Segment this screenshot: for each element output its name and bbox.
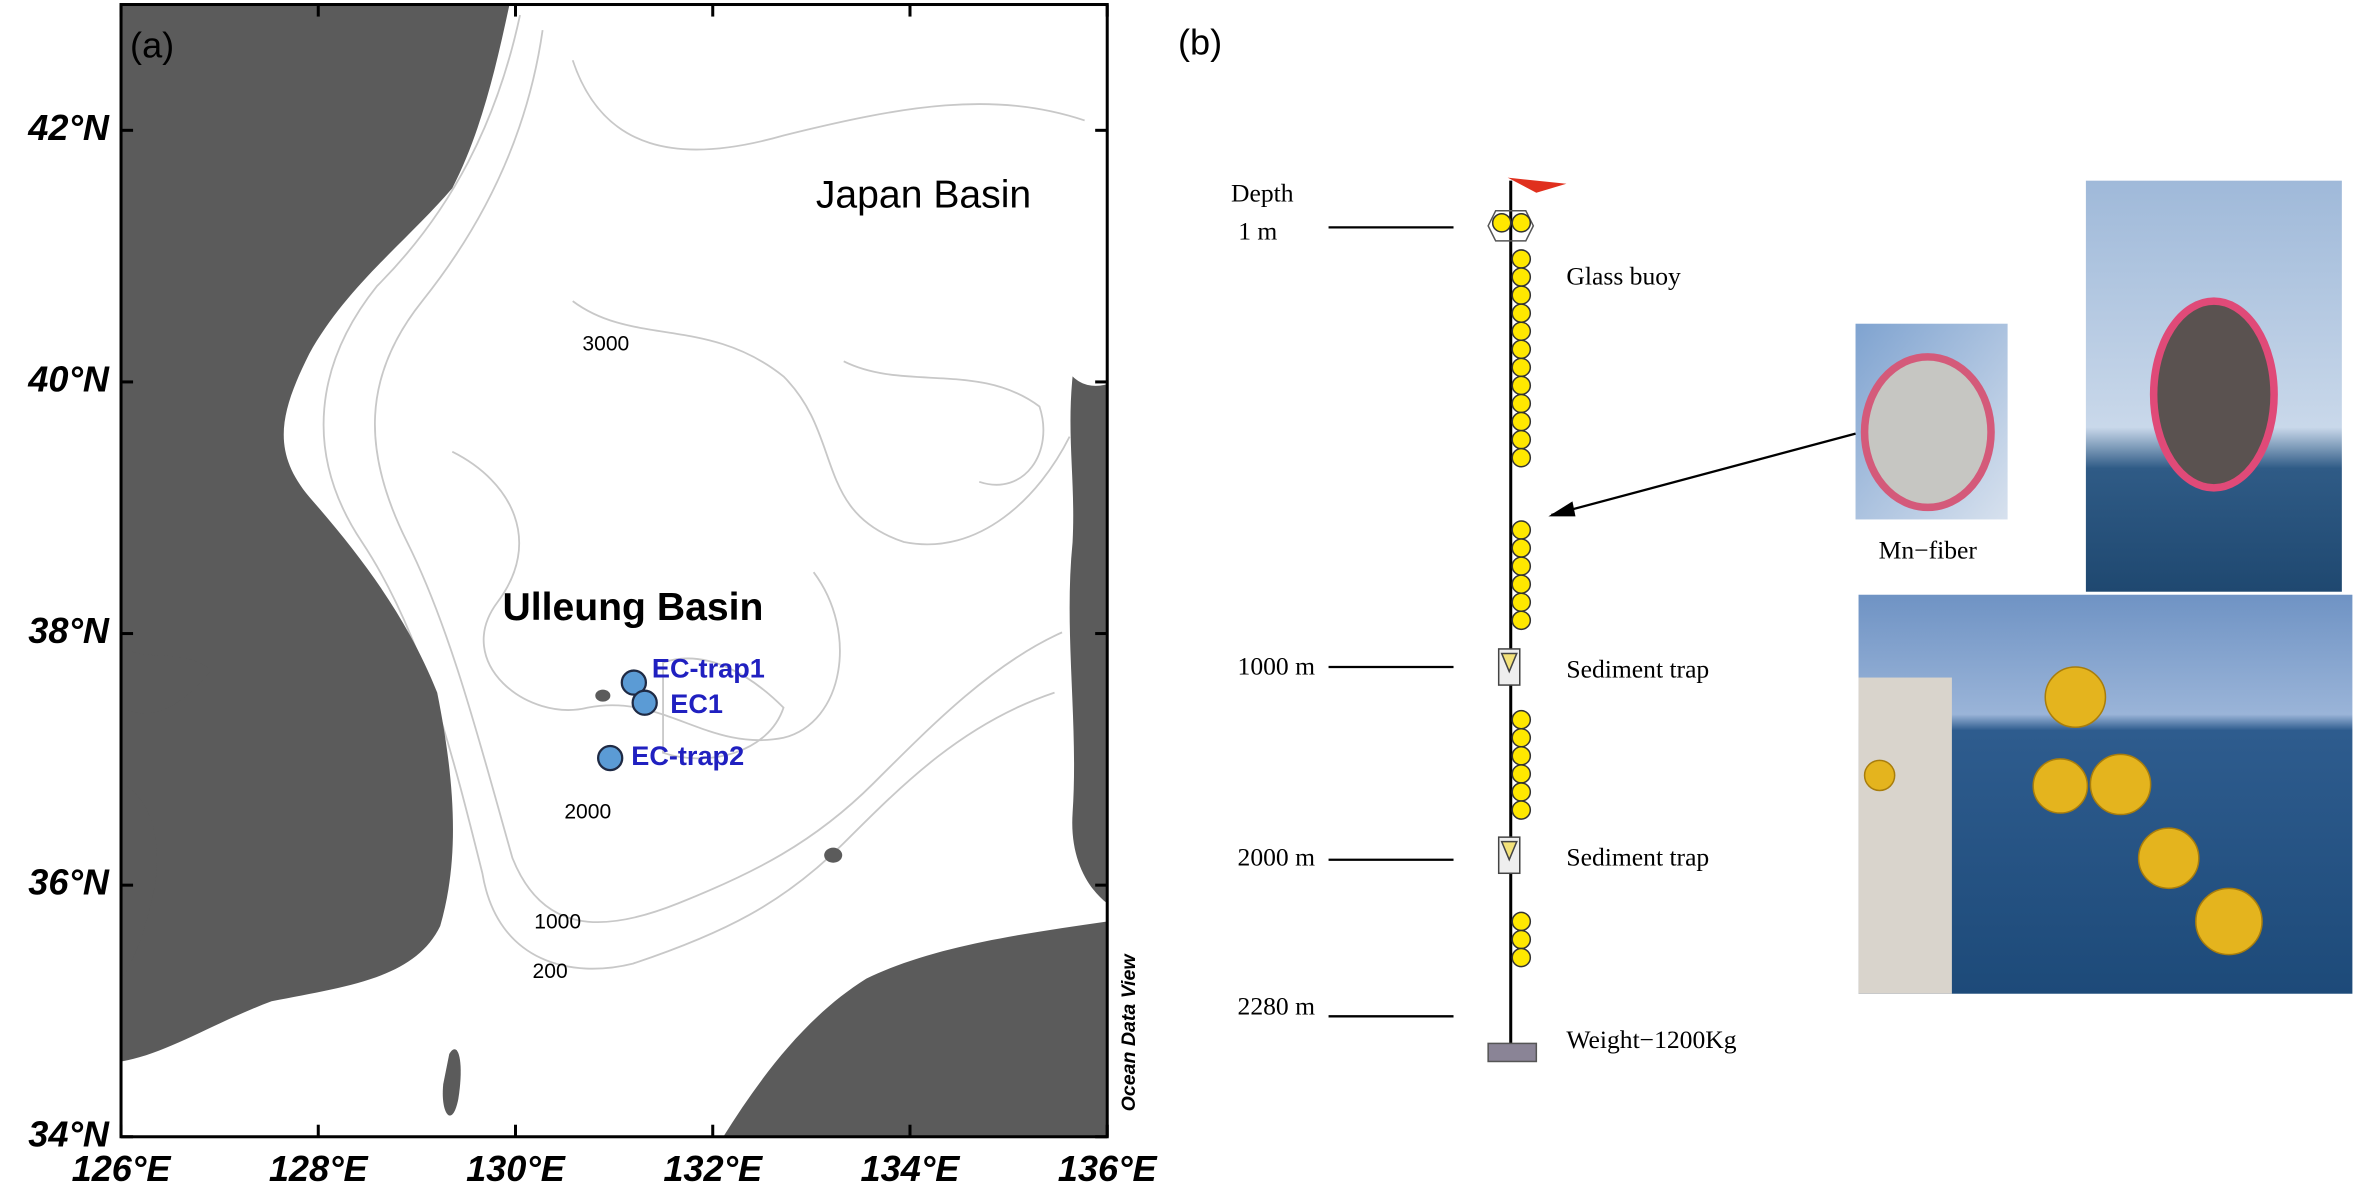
flag bbox=[1507, 177, 1567, 193]
x-tick-label: 128°E bbox=[269, 1148, 369, 1189]
arrowhead bbox=[1548, 501, 1576, 517]
buoy bbox=[1511, 538, 1532, 558]
sediment-traps bbox=[1497, 648, 1521, 875]
x-tick-label: 136°E bbox=[1058, 1148, 1158, 1189]
depth-lines bbox=[1328, 226, 1454, 1018]
x-tick-label: 130°E bbox=[466, 1148, 566, 1189]
x-tick-label: 132°E bbox=[663, 1148, 763, 1189]
y-tick-label: 34°N bbox=[28, 1113, 110, 1154]
buoy bbox=[1511, 285, 1532, 305]
buoy bbox=[1511, 709, 1532, 730]
buoy bbox=[1511, 947, 1532, 968]
mooring-diagram: (b) Depth 1 m 1000 m 2000 m 2280 m Glass… bbox=[1178, 22, 2353, 1063]
contour-label: 1000 bbox=[534, 911, 581, 934]
map-frame bbox=[119, 3, 1109, 1139]
weight bbox=[1487, 1042, 1538, 1063]
component-label: Sediment trap bbox=[1566, 843, 1709, 872]
buoy bbox=[1511, 429, 1532, 450]
y-tick-label: 36°N bbox=[28, 862, 110, 903]
station-label: EC-trap1 bbox=[652, 653, 765, 684]
buoy bbox=[1511, 746, 1532, 766]
top-float-frame bbox=[1487, 210, 1535, 242]
buoy bbox=[1511, 764, 1532, 784]
photo-caption: Mn−fiber bbox=[1879, 535, 1978, 564]
buoy bbox=[1511, 727, 1532, 748]
y-tick-label: 40°N bbox=[27, 358, 110, 399]
component-label: Sediment trap bbox=[1566, 654, 1709, 683]
map: 126°E 128°E 130°E 132°E 134°E 136°E 34°N 36°N 38… bbox=[27, 3, 1158, 1189]
buoy bbox=[1511, 447, 1532, 468]
depth-header: Depth bbox=[1231, 179, 1294, 208]
buoy bbox=[1511, 556, 1532, 576]
contour-label: 3000 bbox=[582, 332, 629, 355]
station bbox=[597, 744, 624, 772]
buoy bbox=[1511, 321, 1532, 342]
land bbox=[121, 4, 1108, 1137]
buoy bbox=[1511, 800, 1532, 820]
panel-label: (b) bbox=[1178, 22, 1222, 63]
buoy bbox=[1511, 911, 1532, 932]
contours bbox=[322, 14, 1085, 970]
depth-label: 2000 m bbox=[1238, 843, 1316, 872]
photo-detail bbox=[2149, 297, 2278, 492]
buoy bbox=[1511, 357, 1532, 378]
buoy bbox=[1511, 411, 1532, 432]
x-tick-label: 134°E bbox=[861, 1148, 961, 1189]
contour-label: 2000 bbox=[564, 801, 611, 824]
panel-label: (a) bbox=[130, 25, 174, 66]
depth-label: 1000 m bbox=[1238, 651, 1316, 680]
x-tick-label: 126°E bbox=[72, 1148, 172, 1189]
station bbox=[620, 669, 648, 696]
contour-label: 200 bbox=[533, 960, 568, 983]
buoy bbox=[1511, 574, 1532, 594]
buoy bbox=[1511, 782, 1532, 802]
glass-buoys bbox=[1491, 213, 1532, 968]
ticks: 126°E 128°E 130°E 132°E 134°E 136°E 34°N 36°N 38… bbox=[27, 4, 1158, 1189]
component-label: Weight−1200Kg bbox=[1566, 1025, 1736, 1054]
photo-detail bbox=[1863, 666, 2263, 956]
buoy bbox=[1511, 592, 1532, 613]
station-label: EC1 bbox=[670, 688, 723, 719]
buoy bbox=[1511, 339, 1532, 360]
buoy bbox=[1511, 267, 1532, 287]
buoy bbox=[1511, 393, 1532, 414]
y-tick-label: 42°N bbox=[27, 107, 110, 148]
buoy bbox=[1511, 303, 1532, 323]
depth-label: 2280 m bbox=[1238, 992, 1316, 1021]
photo-detail bbox=[1860, 353, 1995, 512]
station-label: EC-trap2 bbox=[631, 740, 744, 771]
buoy bbox=[1491, 213, 1512, 233]
buoy bbox=[1511, 375, 1532, 396]
buoy bbox=[1511, 249, 1532, 269]
buoy bbox=[1511, 610, 1532, 631]
y-tick-label: 38°N bbox=[28, 610, 110, 651]
stations: EC-trap1 EC1 EC-trap2 bbox=[597, 653, 765, 772]
buoy bbox=[1511, 213, 1532, 233]
depth-label: 1 m bbox=[1238, 216, 1277, 245]
buoy bbox=[1511, 929, 1532, 950]
region-label: Japan Basin bbox=[816, 174, 1031, 217]
credit: Ocean Data View bbox=[1118, 953, 1140, 1112]
station bbox=[631, 689, 658, 716]
arrow bbox=[1551, 432, 1856, 517]
component-label: Glass buoy bbox=[1566, 261, 1681, 290]
region-label: Ulleung Basin bbox=[503, 586, 764, 629]
photo-detail bbox=[1858, 677, 1952, 994]
buoy bbox=[1511, 520, 1532, 540]
